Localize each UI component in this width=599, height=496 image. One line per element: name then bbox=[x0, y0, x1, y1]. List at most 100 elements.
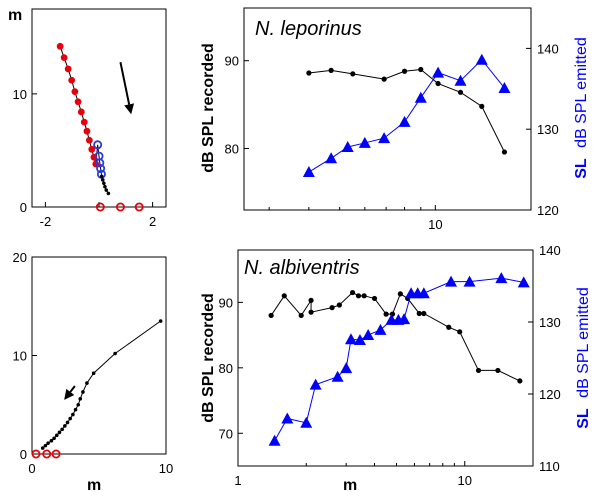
open-circle-marker bbox=[31, 449, 41, 459]
small-dot-marker bbox=[103, 184, 107, 189]
open-circle-marker bbox=[95, 202, 105, 212]
filled-circle-marker bbox=[56, 42, 64, 50]
filled-circle-marker bbox=[77, 108, 85, 116]
small-dot-marker bbox=[46, 441, 50, 445]
y-tick-label: 140 bbox=[539, 243, 561, 258]
triangle-marker bbox=[268, 434, 281, 446]
small-dot-marker bbox=[85, 381, 89, 385]
triangle-marker bbox=[517, 276, 530, 288]
small-dot-marker bbox=[54, 433, 59, 438]
y-axis-label-right-rest: dB SPL emitted bbox=[573, 37, 590, 148]
marks-group bbox=[56, 42, 144, 212]
circle-marker bbox=[475, 367, 482, 374]
small-dot-marker bbox=[73, 407, 78, 412]
small-dot-marker bbox=[71, 412, 75, 417]
y-tick-label: 90 bbox=[219, 295, 233, 310]
triangle-marker bbox=[417, 287, 430, 299]
circle-marker bbox=[350, 71, 356, 77]
open-circle-marker bbox=[93, 140, 103, 150]
triangle-marker bbox=[454, 74, 467, 86]
circle-marker bbox=[328, 67, 334, 73]
y-tick-label: 110 bbox=[539, 459, 560, 474]
circle-marker bbox=[479, 103, 485, 109]
x-tick-label: 10 bbox=[458, 473, 472, 488]
y-tick-label: 0 bbox=[20, 447, 27, 462]
x-tick-label: 1 bbox=[234, 473, 241, 488]
small-dot-marker bbox=[76, 402, 81, 407]
y-tick-label: 130 bbox=[539, 315, 561, 330]
triangle-marker bbox=[398, 313, 411, 325]
small-dot-marker bbox=[113, 351, 117, 356]
filled-circle-marker bbox=[71, 88, 79, 95]
triangle-marker bbox=[378, 132, 391, 144]
y-tick-label: 20 bbox=[13, 250, 27, 265]
small-dot-marker bbox=[91, 371, 96, 376]
triangle-marker bbox=[432, 66, 445, 78]
filled-circle-marker bbox=[68, 76, 76, 84]
small-dot-marker bbox=[63, 424, 67, 428]
circle-marker bbox=[495, 367, 501, 374]
filled-circle-marker bbox=[74, 98, 82, 106]
circle-marker bbox=[418, 66, 424, 73]
triangle-marker bbox=[325, 152, 338, 164]
filled-circle-marker bbox=[80, 118, 88, 126]
triangle-marker bbox=[414, 91, 427, 103]
small-dot-marker bbox=[106, 191, 111, 196]
y-tick-label: 120 bbox=[537, 203, 559, 218]
triangle-marker bbox=[281, 412, 294, 424]
panel-bottom-right: N. albiventris m dB SPL recorded SL dB S… bbox=[200, 243, 592, 494]
circle-marker bbox=[355, 293, 362, 299]
plot-frame bbox=[243, 7, 532, 211]
series-line bbox=[270, 291, 521, 382]
small-dot-marker bbox=[104, 188, 109, 192]
circle-marker bbox=[435, 80, 441, 87]
filled-circle-marker bbox=[64, 65, 72, 73]
small-dot-marker bbox=[78, 397, 83, 401]
panel-top-left: m -2 2 0 10 bbox=[8, 7, 167, 229]
circle-marker bbox=[308, 309, 314, 315]
circle-marker bbox=[457, 89, 464, 95]
y-axis-label-left: dB SPL recorded bbox=[200, 293, 217, 423]
series-line bbox=[308, 58, 505, 173]
triangle-marker bbox=[300, 416, 313, 428]
y-tick-label: 80 bbox=[225, 142, 239, 157]
y-axis-label-left: dB SPL recorded bbox=[200, 43, 217, 173]
y-axis-label-right-bold: SL bbox=[575, 408, 592, 429]
small-dot-marker bbox=[68, 416, 72, 421]
x-axis-label: m bbox=[87, 477, 101, 494]
arrow-head bbox=[124, 103, 135, 115]
y-axis-label-right-rest: dB SPL emitted bbox=[575, 287, 592, 398]
y-tick-label: 70 bbox=[219, 426, 233, 441]
circle-marker bbox=[268, 312, 274, 319]
filled-circle-marker bbox=[88, 145, 96, 153]
y-tick-label: 10 bbox=[13, 349, 27, 364]
filled-circle-marker bbox=[83, 127, 91, 135]
small-dot-marker bbox=[52, 436, 56, 441]
circle-marker bbox=[457, 329, 463, 335]
y-tick-label: 130 bbox=[537, 122, 559, 137]
tick-group: 0 10 0 10 20 bbox=[13, 250, 174, 476]
small-dot-marker bbox=[40, 446, 45, 450]
y-tick-label: 0 bbox=[20, 200, 27, 215]
circle-marker bbox=[281, 293, 287, 299]
y-axis-label-right: SL dB SPL emitted bbox=[573, 37, 590, 178]
triangle-marker bbox=[340, 362, 353, 374]
small-dot-marker bbox=[43, 443, 48, 448]
triangle-marker bbox=[398, 115, 411, 127]
marks-group bbox=[268, 272, 530, 446]
series-line bbox=[308, 68, 505, 153]
triangle-marker bbox=[302, 166, 315, 178]
small-dot-marker bbox=[57, 430, 62, 435]
triangle-marker bbox=[463, 275, 476, 287]
small-dot-marker bbox=[102, 181, 106, 186]
open-circle-marker bbox=[95, 158, 105, 168]
circle-marker bbox=[306, 70, 312, 76]
y-axis-label-right: SL dB SPL emitted bbox=[575, 287, 592, 428]
arrow-shaft bbox=[119, 61, 131, 105]
y-tick-label: 120 bbox=[539, 387, 561, 402]
small-dot-marker bbox=[81, 390, 85, 394]
small-dot-marker bbox=[49, 438, 54, 443]
panel-bottom-left: m 0 10 0 10 20 bbox=[13, 250, 174, 494]
triangle-marker bbox=[341, 140, 354, 152]
plot-frame bbox=[31, 256, 167, 455]
